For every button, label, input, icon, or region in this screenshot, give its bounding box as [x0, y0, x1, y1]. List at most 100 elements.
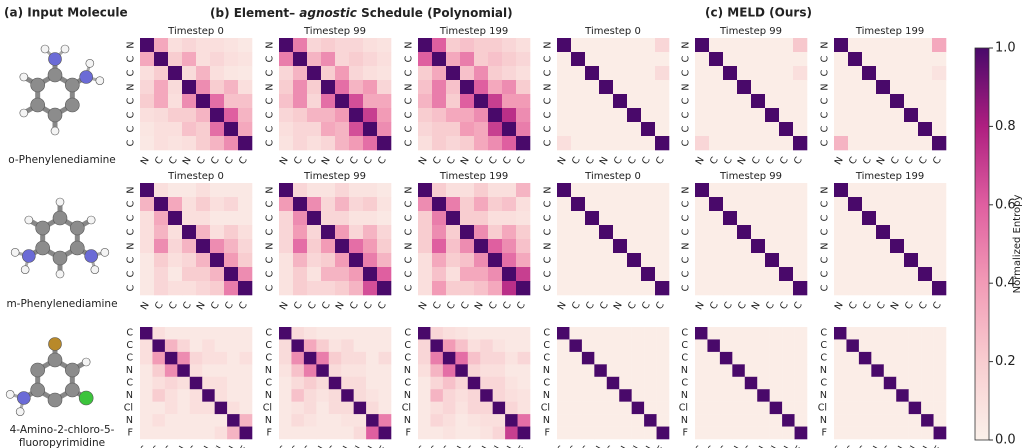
heatmap-cell	[896, 339, 909, 353]
heatmap-cell	[517, 414, 531, 427]
heatmap-cell	[154, 108, 169, 123]
x-tick-label: C	[223, 155, 236, 167]
heatmap-cell	[279, 327, 292, 340]
y-tick-label: C	[404, 125, 415, 132]
y-tick-label: N	[681, 186, 692, 193]
heatmap-cell	[757, 401, 770, 415]
heatmap-cell	[779, 183, 794, 198]
x-tick-label: N	[478, 444, 491, 448]
heatmap-cell	[782, 414, 795, 427]
heatmap-cell	[737, 136, 752, 151]
heatmap-cell	[224, 225, 239, 240]
y-tick-label: N	[681, 415, 688, 426]
heatmap-cell	[883, 339, 897, 353]
heatmap-cell	[871, 339, 885, 353]
heatmap-cell	[307, 281, 322, 296]
heatmap-cell	[363, 122, 378, 137]
heatmap-cell	[467, 339, 481, 353]
heatmap-cell	[793, 183, 808, 198]
heatmap-cell	[719, 327, 733, 340]
y-tick-label: C	[543, 200, 554, 207]
heatmap-cell	[363, 211, 378, 226]
heatmap-cell	[363, 253, 378, 268]
x-tick-label: N	[556, 300, 569, 312]
heatmap-cell	[627, 136, 642, 151]
heatmap-cell	[871, 351, 885, 365]
heatmap-cell	[307, 183, 322, 198]
heatmap-cell	[599, 197, 614, 212]
heatmap-cell	[737, 122, 752, 137]
heatmap-cell	[210, 183, 225, 198]
heatmap-cell	[656, 327, 670, 340]
heatmap-cell	[474, 225, 489, 240]
heatmap-cell	[516, 108, 531, 123]
heatmap-cell	[516, 136, 531, 151]
heatmap-cell	[492, 401, 506, 415]
heatmap-cell	[581, 389, 595, 402]
heatmap-cell	[594, 414, 608, 427]
x-tick-label: C	[847, 155, 860, 167]
heatmap-cell	[164, 401, 178, 415]
heatmap-cell	[709, 197, 724, 212]
heatmap-cell	[196, 38, 211, 53]
heatmap-cell	[377, 197, 392, 212]
heatmap-cell	[571, 108, 586, 123]
heatmap-cell	[627, 52, 642, 67]
heatmap-cell	[341, 389, 354, 402]
heatmap-cell	[293, 211, 308, 226]
y-tick-label: Cl	[263, 402, 272, 413]
heatmap-cell	[918, 80, 933, 95]
y-tick-label: C	[543, 111, 554, 118]
x-tick-label: F	[793, 444, 805, 448]
heatmap-cell	[177, 401, 191, 415]
heatmap-cell	[432, 253, 447, 268]
x-tick-label: N	[889, 300, 902, 312]
heatmap-cell	[196, 183, 211, 198]
heatmap-cell	[765, 94, 780, 109]
heatmap-cell	[585, 80, 600, 95]
heatmap-cell	[918, 267, 933, 282]
x-tick-label: N	[833, 155, 846, 167]
heatmap-cell	[363, 225, 378, 240]
x-tick-label: C	[654, 155, 667, 167]
heatmap-cell	[779, 211, 794, 226]
heatmap-cell	[571, 66, 586, 81]
y-tick-label: C	[543, 328, 550, 339]
y-tick-label: C	[265, 256, 276, 263]
heatmap-cell	[933, 351, 947, 365]
heatmap-cell	[918, 239, 933, 254]
heatmap-cell	[723, 267, 738, 282]
heatmap-cell	[933, 364, 947, 378]
heatmap-cell	[644, 376, 657, 390]
heatmap-cell	[876, 108, 891, 123]
heatmap-cell	[883, 401, 897, 415]
x-tick-label: F	[932, 444, 944, 448]
heatmap-cell	[502, 108, 517, 123]
heatmap-cell	[834, 183, 849, 198]
heatmap-cell	[214, 339, 228, 353]
heatmap-cell	[858, 426, 872, 440]
heatmap-cell	[432, 38, 447, 53]
heatmap-cell	[769, 389, 783, 402]
heatmap-cell	[719, 351, 733, 365]
y-tick-label: C	[543, 284, 554, 291]
heatmap-cell	[293, 281, 308, 296]
x-tick-label: C	[209, 155, 222, 167]
heatmap-cell	[585, 52, 600, 67]
heatmap-cell	[505, 327, 518, 340]
y-tick-label: N	[265, 83, 276, 90]
heatmap-cell	[467, 376, 481, 390]
x-tick-label: N	[139, 300, 152, 312]
heatmap-cell	[557, 253, 572, 268]
heatmap-cell	[279, 376, 292, 390]
heatmap-cell	[467, 351, 481, 365]
heatmap-cell	[581, 364, 595, 378]
heatmap-cell	[571, 239, 586, 254]
heatmap-cell	[182, 225, 197, 240]
y-tick-label: C	[681, 200, 692, 207]
heatmap-cell	[378, 426, 392, 440]
heatmap-cell	[377, 253, 392, 268]
heatmap-cell	[196, 211, 211, 226]
heatmap-title: Timestep 99	[719, 171, 782, 182]
x-tick-label: C	[750, 155, 763, 167]
